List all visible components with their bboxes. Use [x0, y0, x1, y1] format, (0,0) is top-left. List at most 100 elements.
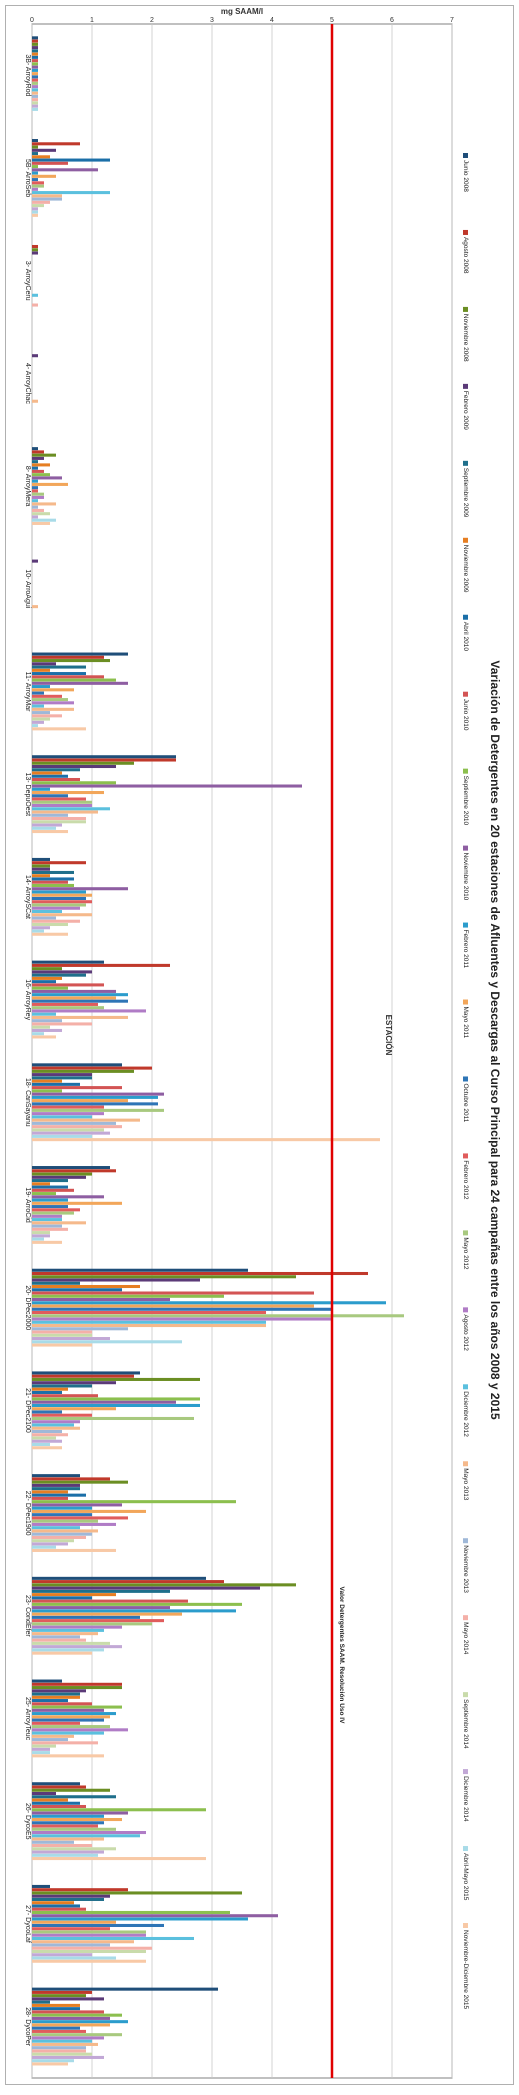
x-tick-label: 3	[210, 17, 214, 24]
bar	[32, 1483, 80, 1487]
bar	[32, 1801, 80, 1805]
bar	[32, 1278, 200, 1282]
bar	[32, 1477, 110, 1481]
bar	[32, 1539, 74, 1543]
bar	[32, 161, 68, 165]
bar	[32, 1192, 56, 1196]
bar	[32, 1012, 56, 1016]
bar	[32, 85, 38, 89]
legend-label: Febrero 2012	[462, 1160, 469, 1199]
bar	[32, 761, 134, 765]
bar	[32, 784, 302, 788]
x-tick-label: 0	[30, 17, 34, 24]
bar	[32, 1798, 68, 1802]
legend-label: Noviembre-Diciembre 2015	[462, 1930, 469, 2009]
bar	[32, 1314, 404, 1318]
bar	[32, 2026, 80, 2030]
bar	[32, 711, 50, 715]
category-label: 3B- ArroyRod	[24, 54, 31, 96]
bar	[32, 1131, 110, 1135]
bar	[32, 184, 44, 188]
bar	[32, 704, 44, 708]
bar	[32, 453, 56, 457]
bar	[32, 1205, 68, 1209]
bar	[32, 717, 50, 721]
chart-title: Variación de Detergentes en 20 estacione…	[488, 660, 502, 1420]
bar	[32, 473, 50, 477]
bar	[32, 521, 50, 525]
x-tick-label: 2	[150, 17, 154, 24]
bar	[32, 1240, 62, 1244]
bar	[32, 107, 38, 111]
bar	[32, 1754, 104, 1758]
bar	[32, 830, 68, 834]
bar	[32, 469, 44, 473]
bar	[32, 777, 80, 782]
bar	[32, 168, 98, 172]
bar	[32, 797, 86, 801]
bar	[32, 1692, 80, 1696]
bar	[32, 1371, 140, 1375]
category-label: 5B- ArroSeb	[24, 159, 31, 197]
bar	[32, 101, 38, 105]
legend-swatch	[463, 1153, 468, 1159]
bar	[32, 303, 38, 307]
bar	[32, 1407, 116, 1411]
category-label: 3- ArroyCeru	[24, 261, 31, 301]
bar	[32, 1115, 92, 1119]
bar	[32, 874, 50, 878]
bar	[32, 1237, 44, 1241]
legend-label: Diciembre 2014	[462, 1776, 469, 1822]
bar	[32, 1949, 146, 1954]
bar	[32, 800, 92, 804]
legend-swatch	[463, 999, 468, 1005]
bar	[32, 1513, 92, 1517]
legend-swatch	[463, 691, 468, 697]
bar	[32, 1066, 152, 1070]
bar	[32, 681, 128, 685]
bar	[32, 1324, 266, 1328]
bar	[32, 1817, 122, 1822]
bar	[32, 1840, 74, 1844]
bar	[32, 790, 104, 795]
bar	[32, 1105, 104, 1109]
bar	[32, 1294, 224, 1298]
bar	[32, 1705, 122, 1709]
bar	[32, 1166, 110, 1170]
bar	[32, 1923, 164, 1928]
bar	[32, 482, 68, 486]
bar	[32, 94, 38, 98]
bar	[32, 701, 74, 705]
bar	[32, 518, 56, 522]
bar	[32, 42, 38, 46]
legend-swatch	[463, 1692, 468, 1698]
bar	[32, 1118, 140, 1122]
bar	[32, 810, 98, 814]
bar	[32, 916, 56, 920]
bar	[32, 1211, 74, 1215]
bar	[32, 2016, 110, 2020]
bar	[32, 1403, 200, 1407]
legend-swatch	[463, 1307, 468, 1313]
legend-label: Septiembre 2010	[462, 776, 469, 826]
bar	[32, 2033, 122, 2037]
bar	[32, 2059, 74, 2063]
bar	[32, 2046, 86, 2050]
bar	[32, 1503, 122, 1507]
bar	[32, 1028, 62, 1032]
bar	[32, 1632, 98, 1636]
bar	[32, 1990, 92, 1994]
category-label: 14- ArroySCat	[24, 875, 31, 919]
legend-label: Abril 2010	[462, 622, 469, 652]
bar	[32, 1943, 110, 1947]
bar	[32, 502, 56, 506]
bar	[32, 505, 38, 509]
bar	[32, 55, 38, 59]
bar	[32, 1718, 104, 1722]
bar	[32, 1580, 224, 1584]
legend-swatch	[463, 229, 468, 235]
bar	[32, 1095, 158, 1099]
bar	[32, 1827, 116, 1831]
bar	[32, 880, 68, 884]
category-label: 10- ArroAgui	[24, 569, 31, 608]
